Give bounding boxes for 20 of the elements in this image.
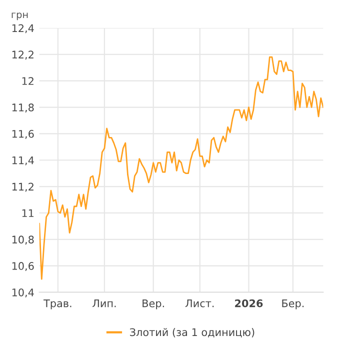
y-tick-label: 10,4 xyxy=(12,288,34,298)
x-tick-label: Бер. xyxy=(282,300,304,310)
x-tick-label: Вер. xyxy=(142,300,164,310)
y-tick-label: 11,4 xyxy=(12,156,34,166)
y-axis-title: грн xyxy=(12,12,28,20)
y-tick-label: 10,8 xyxy=(12,236,34,245)
y-tick-label: 11,6 xyxy=(12,130,34,139)
x-tick-label: 2026 xyxy=(235,299,263,308)
y-tick-label: 12 xyxy=(22,77,34,85)
y-tick-label: 12,4 xyxy=(12,24,34,34)
y-tick-label: 11 xyxy=(22,209,34,217)
y-tick-label: 10,6 xyxy=(12,262,34,271)
x-tick-label: Лист. xyxy=(185,300,214,308)
legend-label: Злотий (за 1 одиницю) xyxy=(130,328,254,338)
line-series xyxy=(39,56,324,280)
x-tick-label: Лип. xyxy=(92,300,116,308)
y-tick-label: 12,2 xyxy=(12,50,34,60)
y-tick-label: 11,8 xyxy=(12,104,34,112)
y-tick-label: 11,2 xyxy=(12,182,34,192)
x-tick-label: Трав. xyxy=(44,300,72,310)
